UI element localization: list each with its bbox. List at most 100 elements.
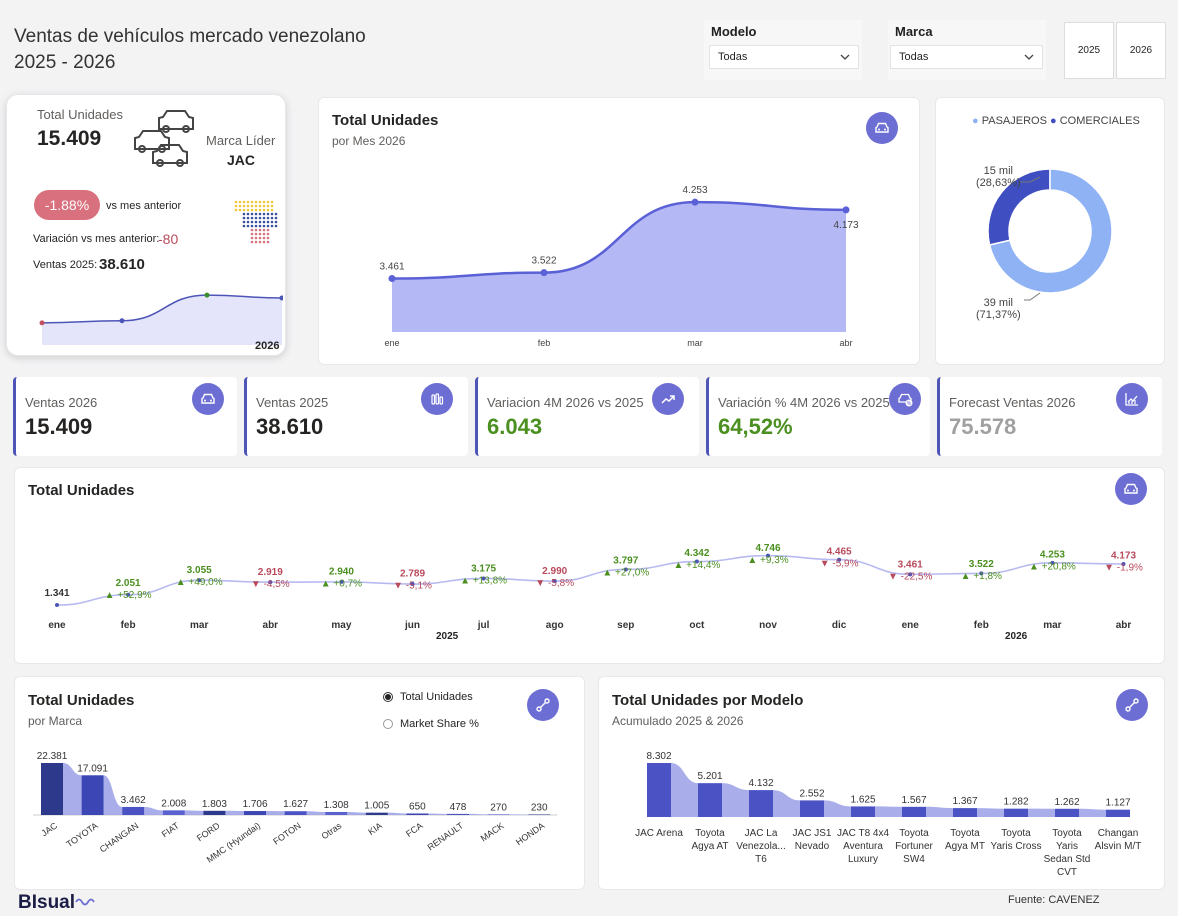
legend-dot-comerciales: ● <box>1050 115 1057 127</box>
donut-label-pasajeros: 39 mil (71,37%) <box>976 297 1021 321</box>
ribbon-connector <box>63 763 82 815</box>
trending-up-icon <box>652 383 684 415</box>
timeline-point <box>55 603 59 608</box>
bar <box>325 811 348 815</box>
lider-label: Marca Líder <box>206 133 276 148</box>
bar-value-label: 1.282 <box>1003 797 1028 808</box>
bar <box>749 790 773 817</box>
timeline-tick-label: oct <box>689 620 705 631</box>
timeline-value-label: 4.253 <box>1040 549 1065 560</box>
bar-value-label: 1.005 <box>364 801 389 812</box>
timeline-value-label: 4.173 <box>1111 550 1136 561</box>
model-tick-label: SW4 <box>903 854 925 865</box>
timeline-point <box>1121 561 1126 566</box>
ribbon-connector <box>306 811 326 815</box>
bar-value-label: 1.308 <box>324 800 349 811</box>
brand-subtitle: por Marca <box>28 714 83 728</box>
timeline-value-label: 2.919 <box>258 567 283 578</box>
brand-tick-label: FORD <box>195 820 222 843</box>
ribbon-connector <box>347 811 366 815</box>
timeline-point <box>623 567 628 572</box>
model-tick-label: Agya AT <box>691 841 728 852</box>
var-label: Variación vs mes anterior: <box>33 233 160 245</box>
ribbon-connector <box>103 775 123 815</box>
summary-card: Total Unidades 15.409 Marca Líder JAC -1… <box>6 94 286 356</box>
ribbon-connector <box>225 810 244 815</box>
model-tick-label: Yaris Cross <box>991 841 1042 852</box>
timeline-tick-label: ene <box>48 620 66 631</box>
brand-tick-label: MACK <box>479 820 506 843</box>
ribbon-connector <box>875 806 902 817</box>
car-icon <box>192 383 224 415</box>
ribbon-connector <box>1079 808 1106 817</box>
brand-tick-label: FCA <box>404 820 424 839</box>
model-tick-label: JAC JS1 <box>793 828 832 839</box>
link-icon[interactable] <box>1116 689 1148 721</box>
ribbon-connector <box>824 800 851 817</box>
year-2025-button[interactable]: 2025 <box>1064 22 1114 79</box>
timeline-change-label: ▲ +52,9% <box>105 590 152 601</box>
bar <box>902 806 926 817</box>
link-icon[interactable] <box>527 689 559 721</box>
bar-value-label: 650 <box>409 801 426 812</box>
kpi-ventas-2025: Ventas 2025 38.610 <box>244 377 468 456</box>
timeline-tick-label: ene <box>902 620 920 631</box>
model-tick-label: Sedan Std <box>1044 854 1091 865</box>
timeline-value-label: 2.940 <box>329 566 354 577</box>
chevron-down-icon <box>840 54 850 60</box>
timeline-change-label: ▲ +49,0% <box>176 577 223 588</box>
bar <box>953 808 977 817</box>
bar <box>81 775 104 815</box>
timeline-value-label: 4.465 <box>827 547 852 558</box>
timeline-card: Total Unidades 1.341 ene 2.051 ▲ +52,9% feb 3… <box>14 467 1165 664</box>
timeline-tick-label: mar <box>190 620 208 631</box>
summary-total-label: Total Unidades <box>37 107 123 122</box>
timeline-change-label: ▼ -5,1% <box>393 580 432 591</box>
timeline-tick-label: feb <box>974 620 989 631</box>
model-tick-label: CVT <box>1057 867 1077 878</box>
modelo-slicer-label: Modelo <box>711 24 757 39</box>
ribbon-connector <box>773 790 800 817</box>
timeline-change-label: ▲ +0,7% <box>321 578 362 589</box>
marca-dropdown[interactable]: Todas <box>890 45 1043 69</box>
car-percent-icon: % <box>889 383 921 415</box>
donut-label-pasajeros-value: 39 mil <box>983 297 1013 309</box>
timeline-point <box>908 572 913 577</box>
year-2026-button[interactable]: 2026 <box>1116 22 1166 79</box>
bar-value-label: 1.127 <box>1105 798 1130 809</box>
cars-icon <box>134 110 194 167</box>
kpi-ventas-2025-label: Ventas 2025 <box>256 395 329 410</box>
page-title: Ventas de vehículos mercado venezolano 2… <box>14 24 366 76</box>
monthly-tick-label: abr <box>839 338 852 348</box>
option-market-share[interactable]: Market Share % <box>383 718 479 730</box>
ventas-value: 38.610 <box>99 256 145 273</box>
timeline-point <box>552 579 557 584</box>
timeline-change-label: ▲ +1,8% <box>961 571 1002 582</box>
ribbon-connector <box>509 814 529 815</box>
timeline-value-label: 1.341 <box>44 588 69 599</box>
ventas-label: Ventas 2025: <box>33 259 98 271</box>
car-icon <box>866 112 898 144</box>
option-total-unidades-label: Total Unidades <box>400 691 473 703</box>
modelo-dropdown-value: Todas <box>718 51 748 63</box>
bar-value-label: 2.552 <box>799 788 824 799</box>
ribbon-connector <box>184 810 204 815</box>
bar-value-label: 8.302 <box>646 751 671 762</box>
timeline-tick-label: dic <box>832 620 847 631</box>
model-tick-label: Fortuner <box>895 841 933 852</box>
brand-tick-label: CHANGAN <box>98 820 141 854</box>
ribbon-connector <box>469 813 488 815</box>
vs-label: vs mes anterior <box>106 200 182 212</box>
legend-pasajeros: PASAJEROS <box>981 115 1047 127</box>
timeline-tick-label: abr <box>263 620 279 631</box>
kpi-forecast-label: Forecast Ventas 2026 <box>949 395 1076 410</box>
option-total-unidades[interactable]: Total Unidades <box>383 691 473 703</box>
kpi-forecast-value: 75.578 <box>949 414 1017 439</box>
bar <box>447 813 469 815</box>
pct-badge: -1.88% <box>34 190 100 220</box>
model-subtitle: Acumulado 2025 & 2026 <box>612 714 744 728</box>
timeline-tick-label: mar <box>1043 620 1061 631</box>
monthly-tick-label: mar <box>687 338 703 348</box>
modelo-dropdown[interactable]: Todas <box>709 45 859 69</box>
timeline-value-label: 4.746 <box>755 543 780 554</box>
